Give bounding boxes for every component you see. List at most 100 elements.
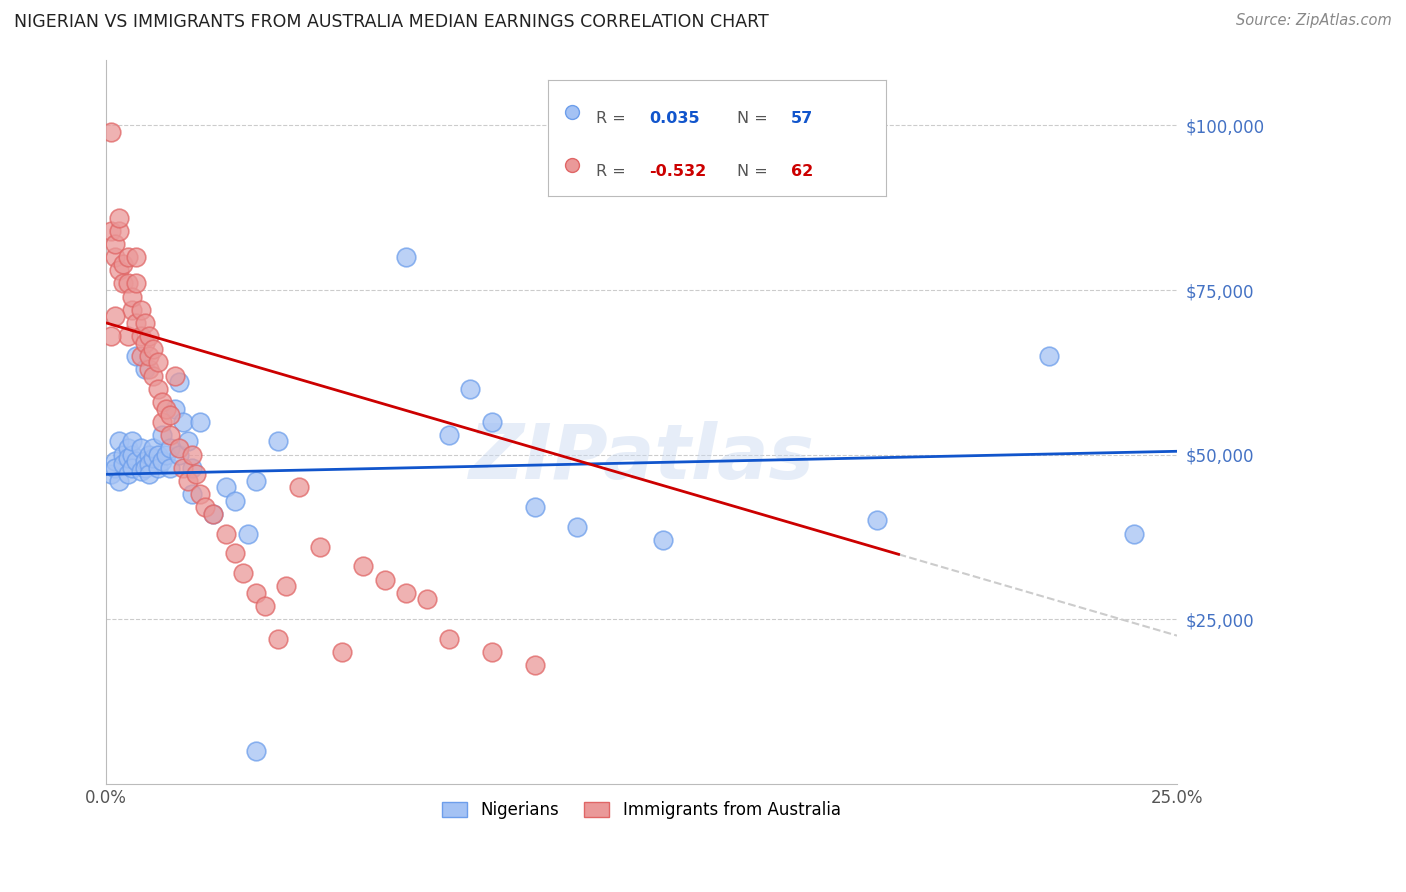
- Point: [138, 467, 160, 482]
- Point: [142, 368, 165, 383]
- Point: [232, 566, 254, 580]
- Point: [245, 586, 267, 600]
- Point: [652, 533, 675, 548]
- Point: [100, 224, 122, 238]
- Point: [138, 349, 160, 363]
- Point: [117, 441, 139, 455]
- Point: [134, 335, 156, 350]
- Point: [108, 474, 131, 488]
- Point: [176, 434, 198, 449]
- Point: [276, 579, 298, 593]
- Point: [129, 329, 152, 343]
- Point: [159, 408, 181, 422]
- Point: [117, 250, 139, 264]
- Text: Source: ZipAtlas.com: Source: ZipAtlas.com: [1236, 13, 1392, 29]
- Point: [142, 343, 165, 357]
- Point: [395, 586, 418, 600]
- Point: [163, 401, 186, 416]
- Point: [104, 460, 127, 475]
- Point: [150, 454, 173, 468]
- Point: [129, 302, 152, 317]
- Point: [567, 520, 589, 534]
- Point: [159, 427, 181, 442]
- Point: [112, 257, 135, 271]
- Point: [146, 382, 169, 396]
- Point: [138, 362, 160, 376]
- Point: [104, 310, 127, 324]
- Point: [155, 448, 177, 462]
- Point: [1123, 526, 1146, 541]
- Point: [190, 415, 212, 429]
- Text: NIGERIAN VS IMMIGRANTS FROM AUSTRALIA MEDIAN EARNINGS CORRELATION CHART: NIGERIAN VS IMMIGRANTS FROM AUSTRALIA ME…: [14, 13, 769, 31]
- Point: [142, 441, 165, 455]
- Point: [138, 329, 160, 343]
- Point: [155, 401, 177, 416]
- Point: [458, 382, 481, 396]
- Point: [561, 158, 583, 172]
- Point: [108, 263, 131, 277]
- Point: [100, 125, 122, 139]
- Point: [352, 559, 374, 574]
- Point: [481, 415, 503, 429]
- Legend: Nigerians, Immigrants from Australia: Nigerians, Immigrants from Australia: [436, 795, 848, 826]
- Point: [121, 460, 143, 475]
- Point: [134, 454, 156, 468]
- Text: 0.035: 0.035: [650, 111, 700, 126]
- Point: [125, 250, 148, 264]
- Point: [125, 454, 148, 468]
- Point: [117, 450, 139, 465]
- Point: [481, 645, 503, 659]
- Point: [129, 464, 152, 478]
- Point: [172, 460, 194, 475]
- Point: [112, 458, 135, 472]
- Point: [100, 467, 122, 482]
- Point: [112, 277, 135, 291]
- Point: [266, 632, 288, 646]
- Point: [121, 289, 143, 303]
- Point: [167, 441, 190, 455]
- Text: N =: N =: [737, 164, 768, 178]
- Point: [1038, 349, 1060, 363]
- Point: [163, 368, 186, 383]
- Point: [159, 460, 181, 475]
- Point: [129, 441, 152, 455]
- Point: [288, 481, 311, 495]
- Point: [121, 448, 143, 462]
- Text: R =: R =: [596, 111, 626, 126]
- Point: [180, 487, 202, 501]
- Point: [202, 507, 225, 521]
- Point: [374, 573, 396, 587]
- Text: -0.532: -0.532: [650, 164, 707, 178]
- Point: [159, 441, 181, 455]
- Point: [167, 448, 190, 462]
- Point: [395, 250, 418, 264]
- Point: [125, 277, 148, 291]
- Point: [330, 645, 353, 659]
- Point: [146, 448, 169, 462]
- Point: [104, 250, 127, 264]
- Point: [146, 460, 169, 475]
- Text: 57: 57: [792, 111, 814, 126]
- Point: [180, 448, 202, 462]
- Point: [224, 546, 246, 560]
- Point: [117, 467, 139, 482]
- Point: [523, 658, 546, 673]
- Point: [121, 434, 143, 449]
- Point: [108, 211, 131, 225]
- Point: [134, 362, 156, 376]
- Point: [245, 474, 267, 488]
- Point: [186, 467, 208, 482]
- Point: [416, 592, 439, 607]
- Point: [108, 434, 131, 449]
- Point: [236, 526, 259, 541]
- Point: [437, 632, 460, 646]
- Point: [523, 500, 546, 515]
- Point: [190, 487, 212, 501]
- Point: [117, 277, 139, 291]
- Point: [121, 302, 143, 317]
- Point: [146, 355, 169, 369]
- Point: [150, 415, 173, 429]
- Point: [437, 427, 460, 442]
- Point: [309, 540, 332, 554]
- Point: [866, 513, 889, 527]
